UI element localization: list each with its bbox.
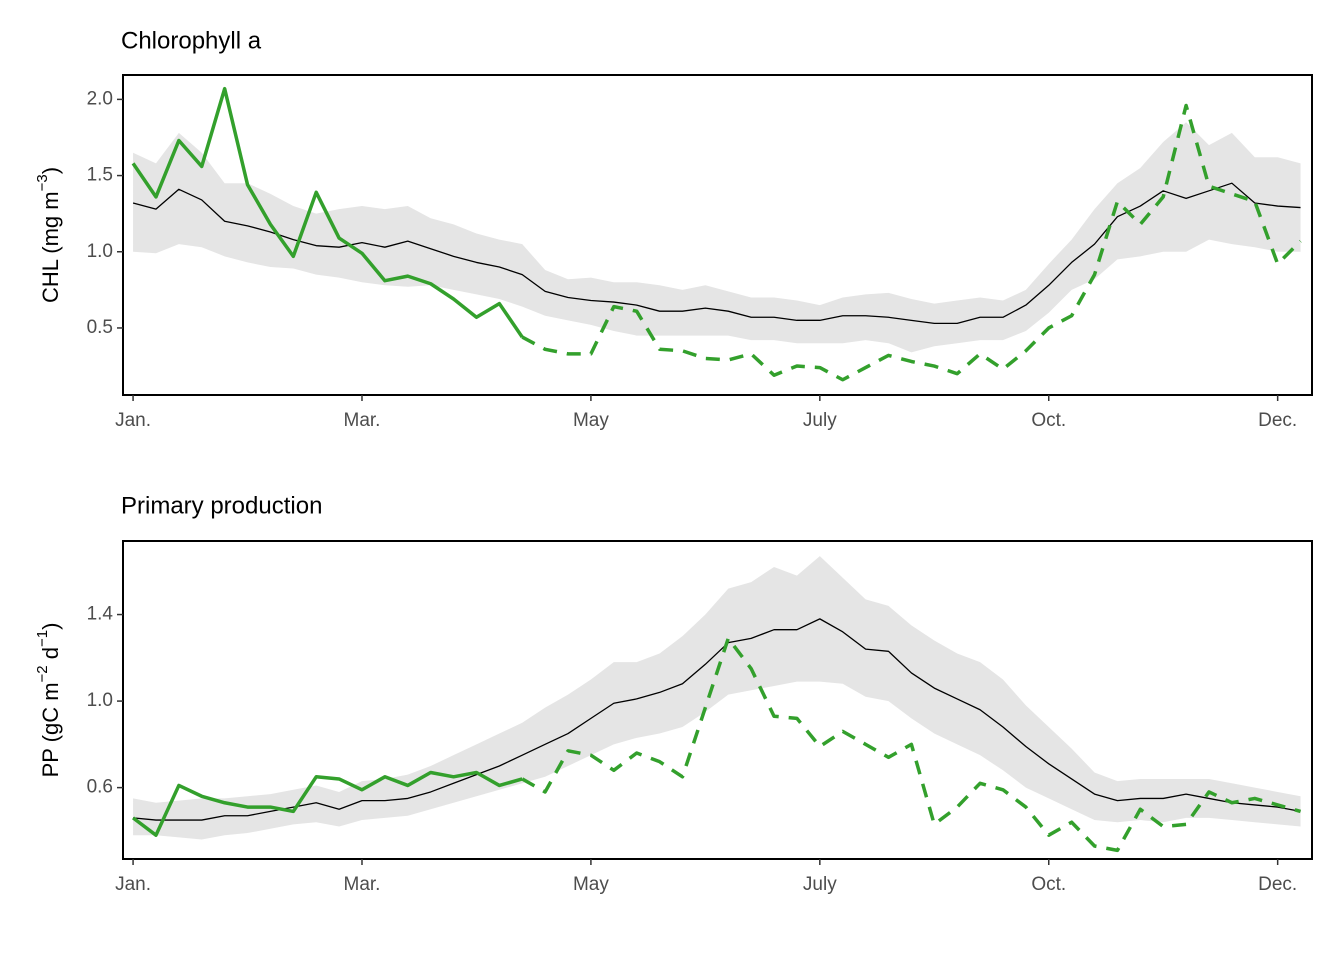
y-axis-label-part: ) (38, 167, 63, 174)
y-axis-label-part: −3 (34, 174, 51, 191)
y-axis-label-part: CHL (mg m (38, 191, 63, 303)
range-band (133, 122, 1301, 353)
y-axis-label: CHL (mg m−3) (34, 167, 62, 303)
y-tick-label: 1.0 (87, 690, 113, 711)
y-tick-label: 0.5 (87, 317, 113, 338)
y-axis-label-part: −1 (34, 630, 51, 647)
x-tick-label: Mar. (344, 874, 381, 895)
series-line (132, 182, 1301, 325)
x-tick-label: Jan. (115, 410, 151, 431)
panel-title: Chlorophyll a (121, 27, 262, 54)
y-axis-label-part: −2 (34, 665, 51, 682)
y-tick-label: 1.0 (87, 241, 113, 262)
x-tick-label: Dec. (1258, 874, 1297, 895)
plot-frame (122, 540, 1313, 860)
series-line (133, 618, 1301, 821)
y-tick-label: 1.5 (87, 165, 113, 186)
y-tick-label: 0.6 (87, 777, 113, 798)
y-axis-label-part: PP (gC m (38, 682, 63, 777)
x-tick-label: Mar. (344, 410, 381, 431)
x-tick-label: Dec. (1258, 410, 1297, 431)
range-band (133, 556, 1301, 840)
x-tick-label: Oct. (1031, 410, 1066, 431)
y-tick-label: 1.4 (87, 604, 114, 625)
y-axis-label-part: d (38, 647, 63, 665)
x-tick-label: Oct. (1031, 874, 1066, 895)
y-axis-label: PP (gC m−2 d−1) (34, 623, 62, 778)
y-tick-label: 2.0 (87, 88, 113, 109)
series-line (521, 103, 1302, 382)
plot-frame (122, 74, 1313, 396)
x-tick-label: July (803, 874, 837, 895)
series-line (521, 636, 1302, 853)
panel-title: Primary production (121, 492, 322, 519)
x-tick-label: May (573, 410, 609, 431)
x-tick-label: May (573, 874, 609, 895)
x-tick-label: July (803, 410, 837, 431)
series-line (132, 770, 523, 837)
series-line (131, 86, 524, 339)
y-axis-label-part: ) (38, 623, 63, 630)
x-tick-label: Jan. (115, 874, 151, 895)
